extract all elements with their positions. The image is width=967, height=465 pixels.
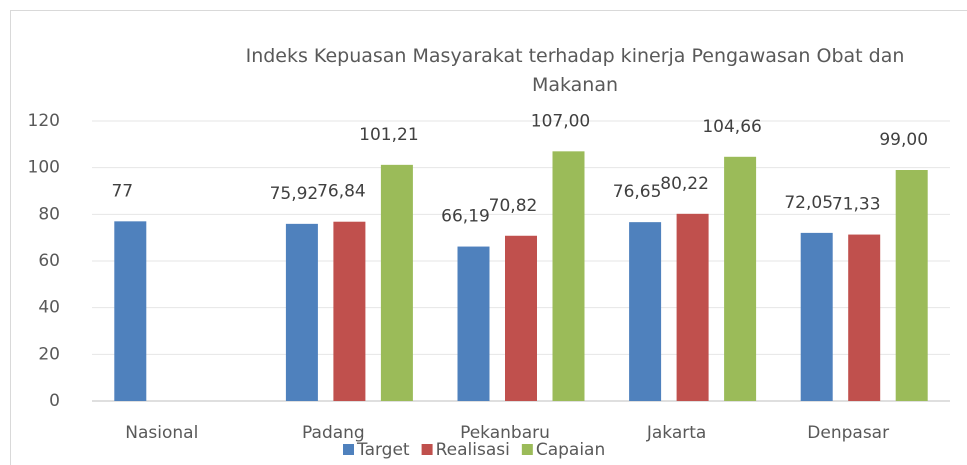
bar (114, 221, 147, 401)
bar (676, 213, 709, 401)
value-label: 71,33 (832, 195, 881, 215)
bar (380, 164, 413, 401)
bar (457, 246, 490, 401)
bar (505, 235, 537, 401)
bar (848, 234, 881, 401)
y-tick-label: 120 (28, 111, 60, 131)
bar (800, 232, 833, 401)
chart-border (10, 10, 967, 465)
value-label: 99,00 (879, 130, 928, 150)
value-label: 76,65 (613, 182, 662, 202)
bar (333, 221, 366, 401)
legend-label: Capaian (536, 440, 605, 460)
y-tick-label: 40 (38, 298, 60, 318)
bar (724, 156, 757, 401)
value-label: 70,82 (489, 196, 538, 216)
bar (629, 222, 662, 401)
value-label: 107,00 (531, 111, 590, 131)
bar (552, 151, 585, 401)
value-label: 101,21 (359, 125, 418, 145)
value-label: 80,22 (660, 174, 709, 194)
y-tick-label: 0 (49, 391, 60, 411)
value-label: 104,66 (702, 117, 761, 137)
y-tick-label: 60 (38, 251, 60, 271)
x-tick-label: Jakarta (646, 423, 706, 443)
x-tick-label: Nasional (125, 423, 198, 443)
value-label: 75,92 (270, 184, 319, 204)
chart-title: Indeks Kepuasan Masyarakat terhadap kine… (245, 45, 905, 96)
value-label: 76,84 (317, 182, 366, 202)
legend-swatch (343, 444, 354, 455)
y-tick-label: 80 (38, 204, 60, 224)
bar (895, 170, 928, 401)
legend-swatch (421, 444, 433, 455)
value-label: 66,19 (441, 207, 490, 227)
y-tick-label: 100 (28, 158, 60, 178)
legend-label: Realisasi (436, 440, 510, 460)
y-tick-label: 20 (38, 344, 60, 364)
legend-swatch (521, 444, 533, 455)
x-tick-label: Padang (302, 423, 365, 443)
bar (285, 223, 318, 401)
value-label: 77 (111, 181, 133, 201)
x-tick-label: Denpasar (807, 423, 889, 443)
value-label: 72,05 (784, 193, 833, 213)
legend-label: Target (356, 440, 410, 460)
x-tick-label: Pekanbaru (460, 423, 550, 443)
